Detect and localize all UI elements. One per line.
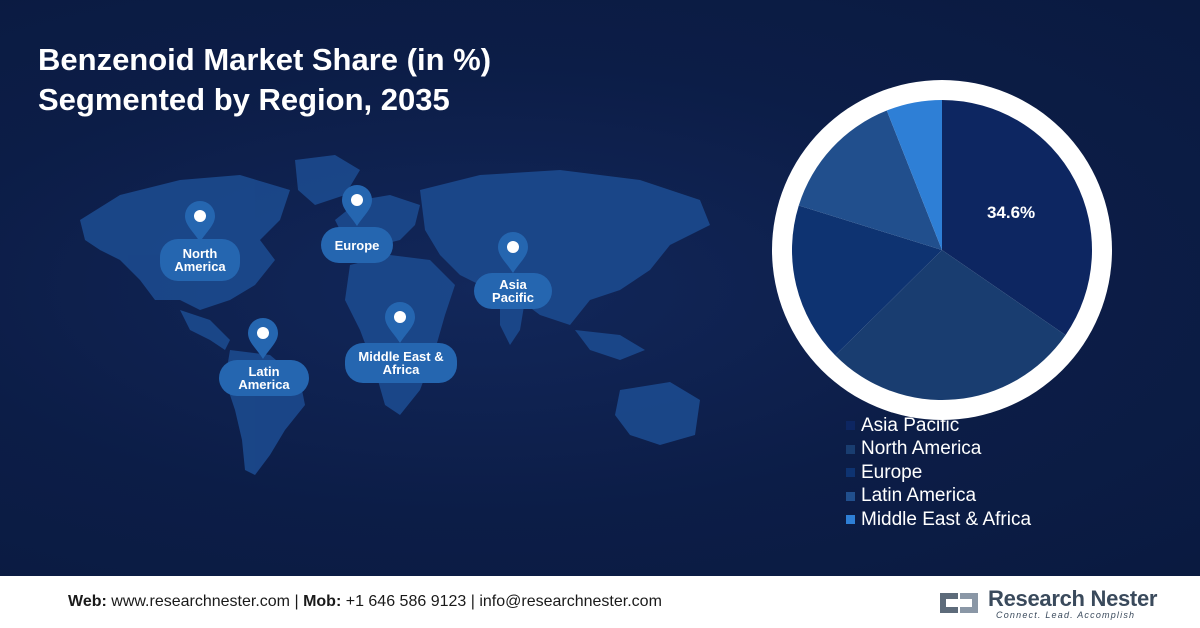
logo-tagline: Connect. Lead. Accomplish [996, 610, 1136, 620]
legend-item: Europe [846, 461, 1031, 485]
legend-label: Asia Pacific [861, 414, 960, 436]
europe-map-label: Europe [321, 227, 393, 263]
middle-east-africa-pin-icon [385, 302, 415, 343]
asia-pacific-pin-icon [498, 232, 528, 273]
infographic-panel: Benzenoid Market Share (in %) Segmented … [0, 0, 1200, 576]
legend-swatch [846, 444, 855, 454]
legend-item: Asia Pacific [846, 414, 1031, 438]
title-line-2: Segmented by Region, 2035 [38, 82, 450, 117]
email-link[interactable]: info@researchnester.com [479, 593, 662, 610]
australia-landmass [615, 382, 700, 445]
research-nester-logo: Research Nester Connect. Lead. Accomplis… [936, 586, 1176, 622]
title-line-1: Benzenoid Market Share (in %) [38, 42, 492, 77]
chart-legend: Asia Pacific North America Europe Latin Ame… [846, 414, 1031, 532]
logo-name: Research Nester [988, 586, 1158, 611]
legend-label: Latin America [861, 485, 977, 507]
europe-pin-icon [342, 185, 372, 226]
legend-label: Europe [861, 461, 923, 483]
pie-chart: 34.6% [772, 80, 1112, 420]
separator: | [294, 593, 299, 610]
asia-landmass [420, 170, 710, 325]
asia-pacific-map-label: Asia Pacific [474, 273, 552, 309]
legend-label: Middle East & Africa [861, 508, 1032, 530]
legend-item: North America [846, 438, 1031, 462]
legend-swatch [846, 468, 855, 478]
pie-slice-asia-pacific [942, 100, 1092, 336]
latin-america-map-label: Latin America [219, 360, 309, 396]
legend-item: Latin America [846, 485, 1031, 509]
pie-slice-latin-america [798, 110, 942, 250]
legend-swatch [846, 421, 855, 431]
pie-data-label: 34.6% [987, 203, 1035, 222]
greenland-landmass [295, 155, 360, 205]
legend-swatch [846, 491, 855, 501]
legend-item: Middle East & Africa [846, 508, 1031, 532]
legend-swatch [846, 515, 855, 525]
legend-label: North America [861, 438, 982, 460]
pie-slice-north-america [835, 250, 1066, 400]
contact-info: Web: www.researchnester.com | Mob: +1 64… [68, 593, 662, 611]
chart-title: Benzenoid Market Share (in %) Segmented … [38, 40, 658, 120]
southeast-asia-landmass [575, 330, 645, 360]
web-link[interactable]: www.researchnester.com [111, 593, 290, 610]
pie-slice-middle-east-africa [886, 100, 942, 250]
central-america-landmass [180, 310, 230, 350]
research-nester-logo-icon [940, 593, 978, 613]
pie-slice-europe [792, 205, 942, 356]
footer: Web: www.researchnester.com | Mob: +1 64… [0, 576, 1200, 628]
web-label: Web: [68, 593, 107, 610]
separator: | [470, 593, 475, 610]
mob-label: Mob: [303, 593, 342, 610]
phone-number: +1 646 586 9123 [345, 593, 467, 610]
north-america-pin-icon [185, 201, 215, 242]
middle-east-africa-map-label: Middle East & Africa [345, 343, 457, 383]
latin-america-pin-icon [248, 318, 278, 359]
north-america-map-label: North America [160, 239, 240, 281]
